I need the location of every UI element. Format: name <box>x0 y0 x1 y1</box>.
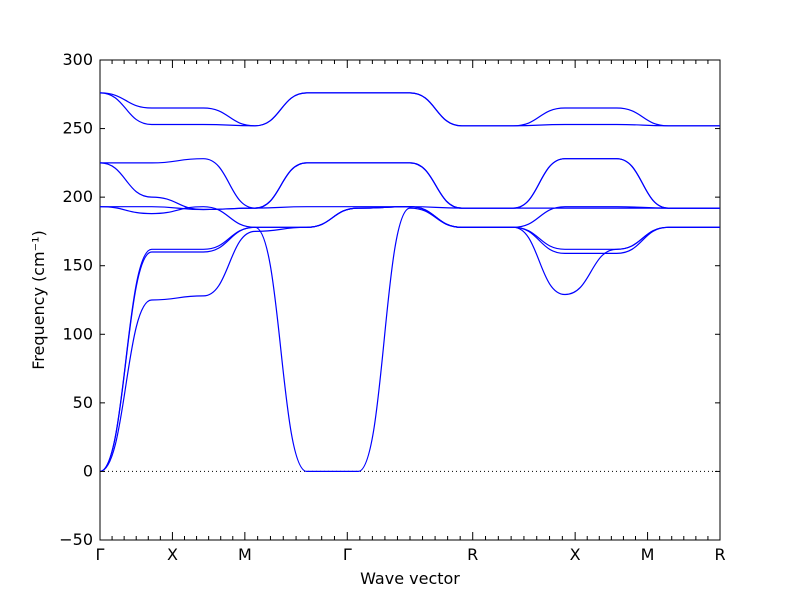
y-tick-label: 200 <box>62 187 93 206</box>
x-tick-label: X <box>167 545 178 564</box>
phonon-band-2 <box>99 206 720 472</box>
plot-area <box>99 59 721 541</box>
phonon-band-4 <box>99 206 720 473</box>
x-tick-label: X <box>570 545 581 564</box>
y-tick-label: 150 <box>62 256 93 275</box>
phonon-band-3 <box>99 206 720 472</box>
y-tick-label: 250 <box>62 119 93 138</box>
y-axis-label: Frequency (cm⁻¹) <box>29 230 48 369</box>
y-tick-label: 300 <box>62 50 93 69</box>
x-tick-label: M <box>238 545 252 564</box>
phonon-band-9 <box>99 92 720 127</box>
y-tick-label: 100 <box>62 324 93 343</box>
x-axis-label: Wave vector <box>360 569 460 588</box>
phonon-band-7 <box>99 158 720 211</box>
plot-frame <box>99 59 721 541</box>
x-tick-label: R <box>714 545 725 564</box>
x-tick-label: R <box>467 545 478 564</box>
y-tick-label: 0 <box>83 461 93 480</box>
x-tick-label: Γ <box>343 545 352 564</box>
phonon-band-8 <box>99 92 720 127</box>
y-tick-label: 50 <box>73 393 93 412</box>
y-axis: −50 0 50 100 150 200 250 300 <box>59 50 720 549</box>
x-tick-label: M <box>641 545 655 564</box>
x-tick-label: Γ <box>96 545 105 564</box>
band-lines <box>99 92 720 473</box>
y-tick-label: −50 <box>59 530 93 549</box>
phonon-band-6 <box>99 158 720 209</box>
phonon-band-1 <box>99 206 720 472</box>
